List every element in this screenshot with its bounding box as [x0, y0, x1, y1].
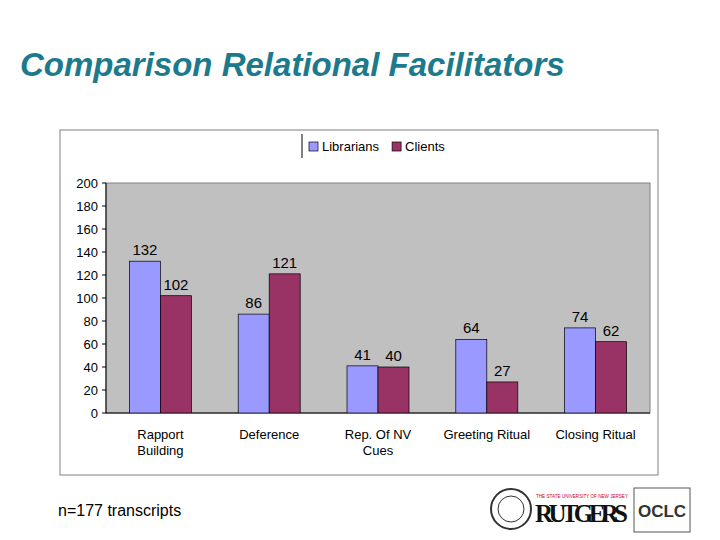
- plot-area: [106, 183, 650, 413]
- y-tick: [102, 298, 106, 299]
- bar: [238, 314, 269, 413]
- chart-frame: [60, 130, 658, 475]
- y-tick: [102, 321, 106, 322]
- bar: [487, 382, 518, 413]
- chart-root: Comparison Relational Facilitators 0 20 40 6…: [0, 0, 720, 540]
- y-tick-label: 120: [76, 268, 98, 283]
- legend-swatch: [392, 142, 401, 151]
- seal-logo: [491, 489, 531, 529]
- y-tick: [102, 229, 106, 230]
- bar: [378, 367, 409, 413]
- y-tick-label: 0: [91, 406, 98, 421]
- y-tick-label: 200: [76, 176, 98, 191]
- logo-subtext: THE STATE UNIVERSITY OF NEW JERSEY: [536, 494, 628, 499]
- bar: [565, 328, 596, 413]
- category-label: Deference: [239, 427, 299, 442]
- logo-text: RUTGERS: [535, 500, 628, 527]
- category-label: Rep. Of NVCues: [345, 427, 412, 458]
- legend-entry: Librarians: [322, 139, 380, 154]
- bar: [160, 296, 191, 413]
- y-tick-label: 40: [84, 360, 98, 375]
- y-tick-label: 160: [76, 222, 98, 237]
- bars: [129, 261, 626, 413]
- legend-entry: Clients: [405, 139, 445, 154]
- data-labels: 132 86 41 64 74 102 121 40 27 62: [132, 241, 619, 379]
- legend: Librarians Clients: [302, 134, 445, 158]
- bar: [456, 339, 487, 413]
- oclc-logo: [634, 488, 690, 532]
- bar: [596, 342, 627, 413]
- bar: [347, 366, 378, 413]
- category-label: Closing Ritual: [555, 427, 635, 442]
- y-tick: [102, 206, 106, 207]
- bar: [269, 274, 300, 413]
- category-label: Greeting Ritual: [443, 427, 530, 442]
- seal-logo-inner: [498, 496, 524, 522]
- category-label-line: Building: [137, 443, 183, 458]
- legend-edge: [302, 134, 303, 158]
- data-label: 62: [603, 322, 620, 339]
- data-label: 132: [132, 241, 157, 258]
- category-label-line: Greeting Ritual: [443, 427, 530, 442]
- data-label: 41: [354, 346, 371, 363]
- y-tick-label: 60: [84, 337, 98, 352]
- data-label: 64: [463, 319, 480, 336]
- y-tick: [102, 275, 106, 276]
- y-tick-label: 80: [84, 314, 98, 329]
- data-label: 40: [385, 347, 402, 364]
- y-tick: [102, 367, 106, 368]
- data-label: 102: [163, 276, 188, 293]
- y-tick-label: 20: [84, 383, 98, 398]
- y-tick-label: 180: [76, 199, 98, 214]
- y-tick: [102, 183, 106, 184]
- data-label: 27: [494, 362, 511, 379]
- footnote: n=177 transcripts: [58, 502, 181, 519]
- category-label-line: Rapport: [137, 427, 184, 442]
- title: Comparison Relational Facilitators: [20, 46, 565, 83]
- y-tick: [102, 252, 106, 253]
- y-tick: [102, 390, 106, 391]
- y-tick: [102, 344, 106, 345]
- category-label-line: Rep. Of NV: [345, 427, 412, 442]
- legend-swatch: [309, 142, 318, 151]
- y-tick-label: 100: [76, 291, 98, 306]
- category-label-line: Cues: [363, 443, 394, 458]
- category-label-line: Deference: [239, 427, 299, 442]
- data-label: 74: [572, 308, 589, 325]
- bar: [129, 261, 160, 413]
- data-label: 86: [245, 294, 262, 311]
- category-label-line: Closing Ritual: [555, 427, 635, 442]
- y-tick-label: 140: [76, 245, 98, 260]
- category-label: RapportBuilding: [137, 427, 184, 458]
- logo-text: OCLC: [638, 502, 686, 521]
- data-label: 121: [272, 254, 297, 271]
- y-tick: [102, 413, 106, 414]
